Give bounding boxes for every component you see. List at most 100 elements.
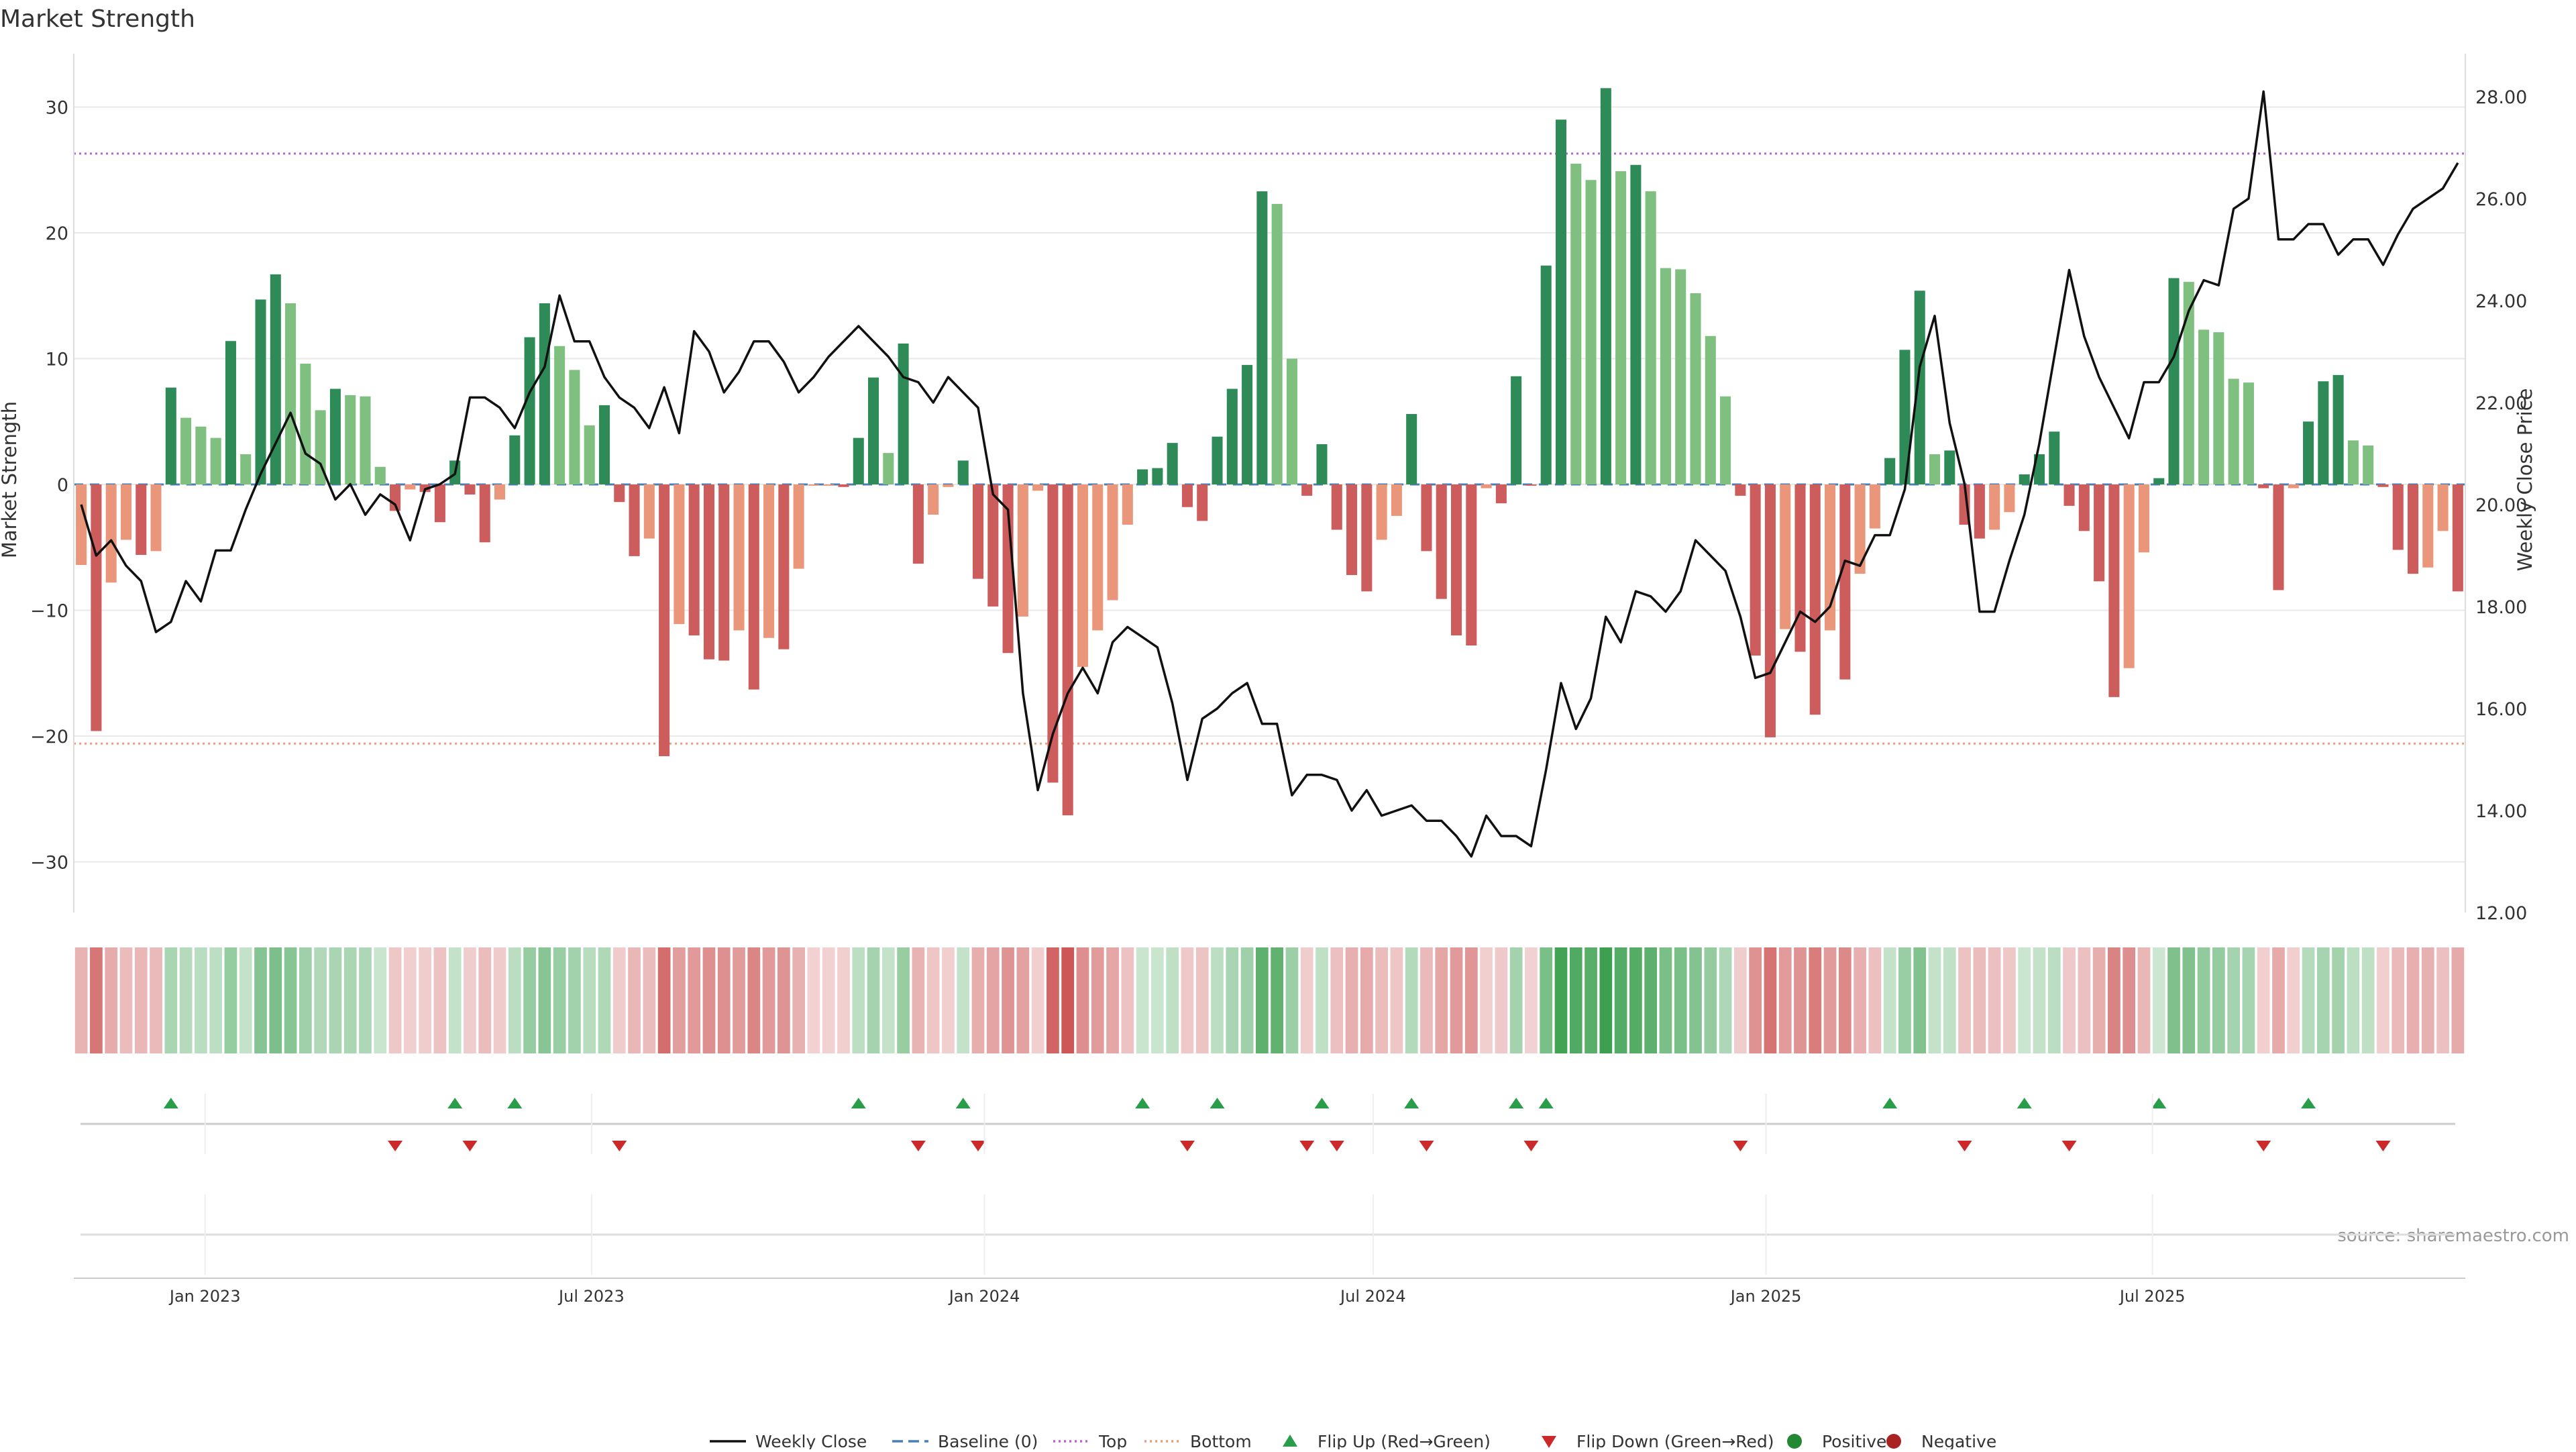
- heat-cell: [2406, 947, 2420, 1053]
- heat-cell: [2047, 947, 2061, 1053]
- flip-down-marker: [1179, 1141, 1195, 1151]
- strength-bar: [494, 484, 506, 500]
- heat-cell: [1943, 947, 1956, 1053]
- legend-label: Negative: [1921, 1432, 1996, 1449]
- heat-cell: [881, 947, 895, 1053]
- heat-cell: [1435, 947, 1448, 1053]
- flip-down-marker: [462, 1141, 478, 1151]
- heat-cell: [1464, 947, 1478, 1053]
- strength-bar: [405, 484, 416, 490]
- heat-cell: [1854, 947, 1866, 1053]
- strength-bar: [703, 484, 714, 660]
- strength-bar: [1047, 484, 1059, 783]
- y2-tick-label: 20.00: [2475, 495, 2527, 516]
- y2-tick-label: 12.00: [2475, 903, 2527, 924]
- strength-bar: [943, 484, 954, 487]
- strength-bar: [1466, 484, 1477, 645]
- heat-cell: [1002, 947, 1014, 1053]
- strength-bar: [1331, 484, 1342, 530]
- flip-down-marker: [1299, 1141, 1315, 1151]
- heat-cell: [374, 947, 387, 1053]
- strength-bar: [2168, 278, 2180, 484]
- weekly-close-line: [80, 90, 2459, 858]
- strength-bar: [195, 426, 207, 484]
- heat-cell: [1121, 947, 1134, 1053]
- heat-cell: [179, 947, 193, 1053]
- x-tick-label: Jan 2025: [1729, 1287, 1802, 1306]
- heat-cell: [1973, 947, 1986, 1053]
- strength-bar: [2363, 445, 2374, 484]
- heat-cell: [1794, 947, 1807, 1053]
- strength-bar: [1316, 444, 1328, 484]
- heat-cell: [2182, 947, 2196, 1053]
- strength-bar: [270, 274, 281, 484]
- heat-cell: [2392, 947, 2405, 1053]
- flip-up-marker: [2301, 1098, 2316, 1108]
- strength-bar: [1600, 88, 1611, 484]
- reference-lines: [74, 152, 2465, 745]
- heat-cell: [553, 947, 566, 1053]
- heat-cell: [1868, 947, 1882, 1053]
- strength-bar: [2318, 381, 2329, 484]
- flip-down-marker: [2061, 1141, 2077, 1151]
- strength-bar: [1032, 484, 1044, 491]
- strength-bar: [1107, 484, 1118, 601]
- strength-bar: [1361, 484, 1373, 592]
- strength-bar: [76, 484, 87, 565]
- heat-cell: [493, 947, 506, 1053]
- strength-bar: [524, 337, 535, 484]
- y-tick-label: 0: [57, 475, 68, 496]
- legend-swatch: [1787, 1434, 1802, 1449]
- heat-cell: [1958, 947, 1971, 1053]
- legend-label: Baseline (0): [938, 1432, 1038, 1449]
- heat-cell: [2137, 947, 2151, 1053]
- strength-bar: [1735, 484, 1746, 496]
- strength-bar: [2108, 484, 2120, 697]
- strength-bar: [972, 484, 984, 579]
- strength-bar: [2019, 474, 2030, 484]
- heat-cell: [2421, 947, 2434, 1053]
- strength-bar: [987, 484, 999, 607]
- heat-cell: [867, 947, 880, 1053]
- strength-bar: [2049, 431, 2060, 484]
- heat-cell: [762, 947, 775, 1053]
- heat-cell: [195, 947, 207, 1053]
- heat-cell: [1240, 947, 1254, 1053]
- heat-cell: [957, 947, 970, 1053]
- strength-heat-strip: [74, 947, 2465, 1053]
- strength-bar: [434, 484, 445, 523]
- strength-bar: [838, 484, 849, 487]
- flip-down-marker: [2375, 1141, 2391, 1151]
- heat-cell: [643, 947, 656, 1053]
- strength-bar: [1242, 364, 1253, 484]
- strength-bar: [2213, 332, 2224, 484]
- heat-cell: [1046, 947, 1059, 1053]
- strength-bar: [598, 405, 610, 484]
- heat-cell: [1838, 947, 1851, 1053]
- heat-cell: [1016, 947, 1030, 1053]
- strength-bar: [584, 425, 595, 484]
- heat-cell: [1256, 947, 1269, 1053]
- strength-bar: [464, 484, 476, 495]
- strength-bar: [180, 417, 192, 484]
- heat-cell: [448, 947, 462, 1053]
- strength-bar: [345, 395, 356, 484]
- strength-bar: [390, 484, 401, 511]
- flip-up-marker: [507, 1098, 523, 1108]
- heat-cell: [702, 947, 716, 1053]
- heat-cell: [1345, 947, 1358, 1053]
- heat-cell: [105, 947, 118, 1053]
- heat-cell: [1226, 947, 1239, 1053]
- strength-bar: [1256, 191, 1268, 484]
- strength-bar: [629, 484, 640, 556]
- heat-cell: [2018, 947, 2031, 1053]
- heat-cell: [1106, 947, 1119, 1053]
- strength-bar: [2123, 484, 2135, 668]
- heat-cell: [1509, 947, 1523, 1053]
- strength-bar: [748, 484, 759, 690]
- strength-bar: [1181, 484, 1193, 507]
- heat-cell: [1809, 947, 1822, 1053]
- strength-bar: [1376, 484, 1387, 540]
- strength-bar: [957, 460, 969, 484]
- heat-cell: [1540, 947, 1553, 1053]
